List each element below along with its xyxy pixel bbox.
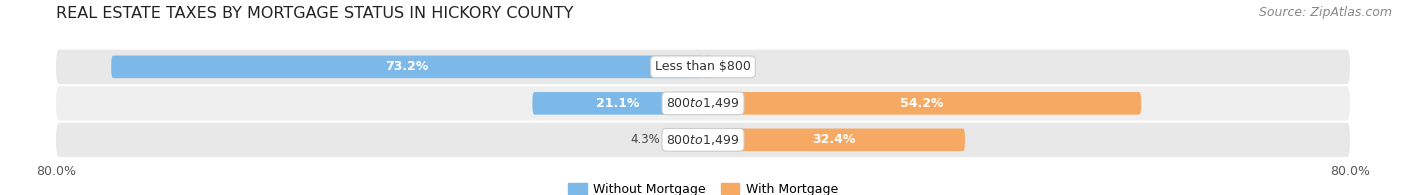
Text: Source: ZipAtlas.com: Source: ZipAtlas.com — [1258, 6, 1392, 19]
FancyBboxPatch shape — [56, 123, 1350, 157]
Text: 32.4%: 32.4% — [813, 133, 856, 146]
Text: REAL ESTATE TAXES BY MORTGAGE STATUS IN HICKORY COUNTY: REAL ESTATE TAXES BY MORTGAGE STATUS IN … — [56, 6, 574, 21]
FancyBboxPatch shape — [703, 56, 713, 78]
Text: 54.2%: 54.2% — [900, 97, 943, 110]
FancyBboxPatch shape — [533, 92, 703, 115]
Text: 4.3%: 4.3% — [630, 133, 661, 146]
FancyBboxPatch shape — [56, 50, 1350, 84]
Text: $800 to $1,499: $800 to $1,499 — [666, 133, 740, 147]
FancyBboxPatch shape — [111, 56, 703, 78]
FancyBboxPatch shape — [668, 129, 703, 151]
Text: Less than $800: Less than $800 — [655, 60, 751, 73]
Text: 73.2%: 73.2% — [385, 60, 429, 73]
Legend: Without Mortgage, With Mortgage: Without Mortgage, With Mortgage — [562, 178, 844, 195]
FancyBboxPatch shape — [703, 92, 1142, 115]
Text: $800 to $1,499: $800 to $1,499 — [666, 96, 740, 110]
Text: 1.2%: 1.2% — [721, 60, 751, 73]
FancyBboxPatch shape — [703, 129, 965, 151]
FancyBboxPatch shape — [56, 86, 1350, 121]
Text: 21.1%: 21.1% — [596, 97, 640, 110]
